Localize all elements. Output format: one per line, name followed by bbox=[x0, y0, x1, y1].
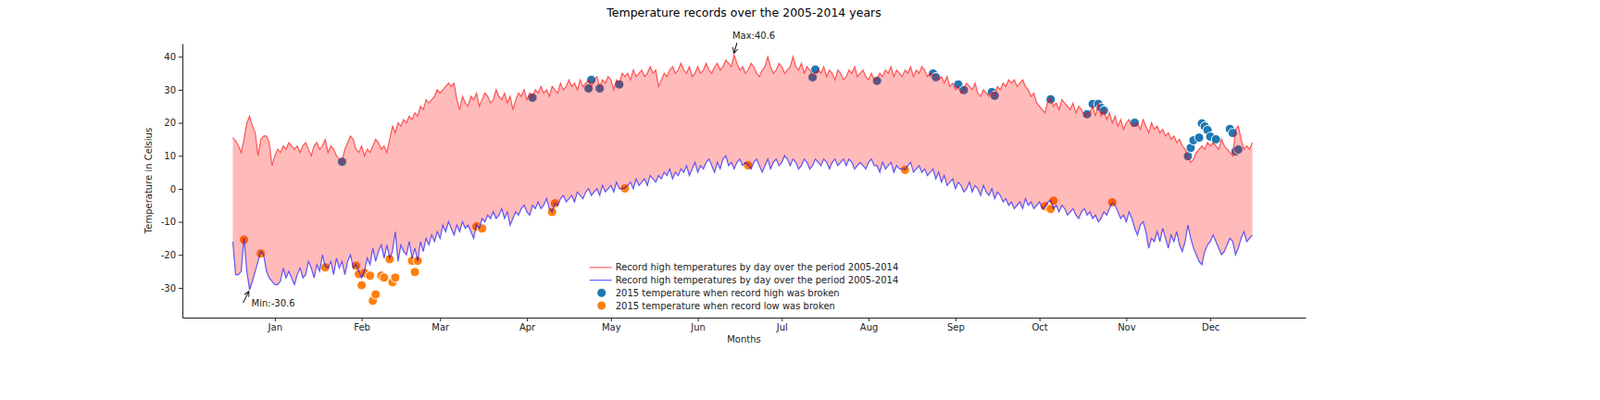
x-tick-label: Mar bbox=[431, 322, 450, 333]
y-tick-label: -20 bbox=[161, 250, 176, 261]
annotation: Min:-30.6 bbox=[243, 291, 296, 309]
y-tick-mark bbox=[178, 155, 183, 157]
y-tick-label: -10 bbox=[161, 216, 176, 227]
y-tick-mark bbox=[178, 89, 183, 91]
y-tick-label: 10 bbox=[163, 150, 176, 162]
x-tick-mark bbox=[526, 317, 528, 322]
x-tick-label: May bbox=[601, 322, 622, 333]
legend-swatch bbox=[589, 279, 613, 281]
range-fill bbox=[232, 54, 1252, 290]
x-tick-label: Aug bbox=[860, 322, 879, 333]
legend-label: Record high temperatures by day over the… bbox=[615, 262, 900, 273]
legend-label: Record high temperatures by day over the… bbox=[615, 275, 900, 286]
annotation-text: Min:-30.6 bbox=[251, 298, 296, 309]
x-tick-mark bbox=[611, 317, 613, 322]
x-tick: Jun bbox=[689, 317, 706, 333]
x-tick-label: Oct bbox=[1031, 322, 1048, 333]
y-tick: -20 bbox=[161, 250, 183, 261]
x-tick: Mar bbox=[431, 317, 450, 333]
annotation: Max:40.6 bbox=[732, 30, 775, 53]
scatter-point bbox=[379, 273, 389, 283]
x-tick-label: Jan bbox=[267, 322, 283, 333]
x-tick-mark bbox=[275, 317, 276, 322]
y-tick: -10 bbox=[161, 216, 183, 227]
y-tick-label: -30 bbox=[161, 283, 176, 294]
x-tick: Jul bbox=[775, 317, 788, 333]
annotation-arrow bbox=[243, 291, 250, 303]
record-line bbox=[232, 54, 1252, 166]
chart-svg: Temperature records over the 2005-2014 y… bbox=[0, 0, 1600, 400]
x-tick: Aug bbox=[860, 317, 879, 333]
legend-swatch bbox=[597, 287, 607, 298]
legend-swatch bbox=[597, 300, 607, 311]
x-tick-mark bbox=[362, 317, 363, 322]
x-tick-mark bbox=[698, 317, 700, 322]
x-tick-mark bbox=[1210, 317, 1212, 322]
x-tick-mark bbox=[439, 317, 441, 322]
scatter-point bbox=[365, 271, 375, 281]
y-axis-line bbox=[182, 44, 184, 319]
legend-item: 2015 temperature when record low was bro… bbox=[597, 300, 836, 312]
chart-title: Temperature records over the 2005-2014 y… bbox=[605, 5, 881, 20]
x-tick: May bbox=[601, 317, 622, 333]
plot-area bbox=[232, 54, 1252, 306]
x-tick: Nov bbox=[1117, 317, 1137, 333]
x-tick-mark bbox=[955, 317, 957, 322]
x-tick: Sep bbox=[947, 317, 965, 333]
x-tick: Oct bbox=[1031, 317, 1048, 333]
scatter-point bbox=[1194, 133, 1204, 143]
legend-swatch bbox=[589, 266, 613, 268]
y-tick-label: 40 bbox=[163, 51, 176, 63]
x-tick-mark bbox=[868, 317, 870, 322]
x-tick-mark bbox=[781, 317, 783, 322]
x-axis-line bbox=[183, 317, 1307, 319]
y-tick-mark bbox=[178, 188, 183, 190]
x-tick-label: Jun bbox=[689, 322, 706, 333]
y-tick: 30 bbox=[163, 85, 183, 96]
legend-item: Record high temperatures by day over the… bbox=[589, 262, 900, 273]
x-tick: Jan bbox=[267, 317, 283, 333]
scatter-point bbox=[357, 280, 367, 290]
y-tick-mark bbox=[178, 123, 183, 125]
y-axis-title: Temperature in Celsius bbox=[143, 127, 154, 235]
y-tick-label: 30 bbox=[163, 85, 176, 96]
legend-label: 2015 temperature when record high was br… bbox=[615, 287, 840, 299]
scatter-point bbox=[371, 289, 381, 300]
scatter-point bbox=[410, 267, 420, 277]
x-tick-label: Jul bbox=[775, 322, 788, 333]
x-tick-mark bbox=[1125, 317, 1127, 322]
record-line bbox=[232, 155, 1252, 290]
y-tick-mark bbox=[178, 56, 183, 58]
x-axis: Jan Feb Mar Apr May Jun Jul Aug Sep Oct Nov Dec bbox=[183, 317, 1307, 333]
annotation-arrow bbox=[734, 42, 738, 53]
y-tick: 0 bbox=[170, 184, 183, 195]
y-tick: 10 bbox=[163, 150, 183, 162]
legend-label: 2015 temperature when record low was bro… bbox=[615, 300, 836, 312]
legend-item: Record high temperatures by day over the… bbox=[589, 275, 900, 286]
legend: Record high temperatures by day over the… bbox=[589, 262, 900, 311]
y-tick-label: 20 bbox=[163, 117, 176, 128]
y-tick: 20 bbox=[163, 117, 183, 128]
annotation-text: Max:40.6 bbox=[732, 30, 775, 41]
chart-root: Temperature records over the 2005-2014 y… bbox=[0, 0, 1600, 400]
x-tick: Dec bbox=[1201, 317, 1220, 333]
x-tick: Feb bbox=[353, 317, 371, 333]
scatter-point bbox=[390, 273, 400, 283]
x-tick-label: Dec bbox=[1201, 322, 1220, 333]
y-tick-mark bbox=[178, 287, 183, 289]
x-tick-label: Sep bbox=[947, 322, 965, 333]
x-tick-mark bbox=[1039, 317, 1041, 322]
y-tick-mark bbox=[178, 254, 183, 256]
y-tick: -30 bbox=[161, 283, 183, 294]
x-tick: Apr bbox=[519, 317, 537, 333]
y-axis: -30 -20 -10 0 10 20 30 40 bbox=[161, 44, 184, 319]
y-tick-mark bbox=[178, 222, 183, 224]
x-tick-label: Apr bbox=[519, 322, 537, 333]
legend-item: 2015 temperature when record high was br… bbox=[597, 287, 840, 299]
x-tick-label: Nov bbox=[1117, 322, 1137, 333]
x-axis-title: Months bbox=[726, 334, 762, 345]
y-tick: 40 bbox=[163, 51, 183, 63]
x-tick-label: Feb bbox=[353, 322, 371, 333]
y-tick-label: 0 bbox=[170, 184, 176, 195]
